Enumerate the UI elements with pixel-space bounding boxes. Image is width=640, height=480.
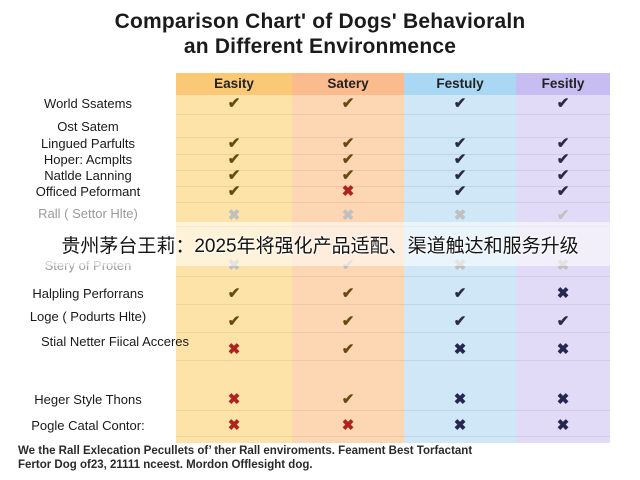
check-icon: ✔: [453, 313, 467, 330]
row-label: Natlde Lanning: [44, 168, 132, 183]
check-icon: ✔: [453, 183, 467, 200]
check-icon: ✔: [556, 151, 570, 168]
check-icon: ✔: [556, 135, 570, 152]
footnote-line1: We the Rall Exlecation Pecullets of’ the…: [18, 445, 473, 457]
check-icon: ✔: [556, 95, 570, 112]
row-divider: [176, 332, 610, 333]
footnote-line2: Fertor Dog of23, 21111 nceest. Mordon Of…: [18, 459, 313, 471]
check-icon: ✔: [227, 183, 241, 200]
cross-icon: ✖: [227, 391, 241, 408]
check-icon: ✔: [453, 285, 467, 302]
check-icon: ✔: [227, 151, 241, 168]
check-icon: ✔: [453, 167, 467, 184]
row-label: Lingued Parfults: [41, 136, 135, 151]
check-icon: ✔: [341, 285, 355, 302]
column-header-2: Satery: [292, 73, 404, 95]
cross-icon: ✖: [453, 391, 467, 408]
check-icon: ✔: [227, 285, 241, 302]
chart-title-line1: Comparison Chart' of Dogs' Behavioraln: [114, 10, 526, 33]
row-label: Heger Style Thons: [34, 392, 142, 407]
check-icon: ✔: [227, 135, 241, 152]
row-label: Officed Peformant: [35, 184, 141, 199]
check-icon: ✔: [556, 167, 570, 184]
check-icon: ✔: [341, 313, 355, 330]
cross-icon: ✖: [341, 417, 355, 434]
cross-icon: ✖: [556, 417, 570, 434]
row-divider: [176, 186, 610, 187]
cross-icon: ✖: [556, 341, 570, 358]
row-label: Stial Netter Fiical Acceres: [40, 334, 190, 349]
cross-icon: ✖: [227, 417, 241, 434]
check-icon: ✔: [227, 95, 241, 112]
row-divider: [176, 410, 610, 411]
check-icon: ✔: [227, 313, 241, 330]
row-divider: [176, 436, 610, 437]
row-divider: [176, 137, 610, 138]
check-icon: ✔: [556, 183, 570, 200]
row-label: Rall ( Settor Hlte): [38, 206, 138, 221]
column-header-3: Festuly: [404, 73, 516, 95]
cross-icon: ✖: [227, 341, 241, 358]
cross-icon: ✖: [556, 285, 570, 302]
cross-icon: ✖: [556, 391, 570, 408]
cross-icon: ✖: [453, 207, 467, 224]
chart-title-line2: an Different Environmence: [183, 35, 457, 58]
row-divider: [176, 304, 610, 305]
check-icon: ✔: [341, 135, 355, 152]
cross-icon: ✖: [341, 183, 355, 200]
row-divider: [176, 114, 610, 115]
row-divider: [176, 360, 610, 361]
check-icon: ✔: [556, 313, 570, 330]
check-icon: ✔: [341, 167, 355, 184]
row-divider: [176, 276, 610, 277]
check-icon: ✔: [341, 391, 355, 408]
overlay-banner-text: 贵州茅台王莉：2025年将强化产品适配、渠道触达和服务升级: [61, 236, 579, 257]
cross-icon: ✖: [453, 341, 467, 358]
check-icon: ✔: [341, 95, 355, 112]
check-icon: ✔: [227, 167, 241, 184]
row-divider: [176, 154, 610, 155]
row-label: Loge ( Podurts Hlte): [29, 309, 147, 324]
row-label: Hoper: Acmplts: [43, 152, 133, 167]
cross-icon: ✖: [227, 207, 241, 224]
row-label: Pogle Catal Contor:: [31, 418, 145, 433]
column-header-4: Fesitly: [516, 73, 610, 95]
check-icon: ✔: [453, 135, 467, 152]
overlay-banner-background: [0, 222, 640, 266]
cross-icon: ✖: [341, 207, 355, 224]
cross-icon: ✖: [453, 417, 467, 434]
row-label: Ost Satem: [57, 119, 119, 134]
row-divider: [176, 202, 610, 203]
check-icon: ✔: [341, 151, 355, 168]
row-divider: [176, 170, 610, 171]
check-icon: ✔: [341, 341, 355, 358]
check-icon: ✔: [556, 207, 570, 224]
check-icon: ✔: [453, 95, 467, 112]
column-header-1: Easity: [176, 73, 292, 95]
row-label: Halpling Perforrans: [32, 286, 144, 301]
check-icon: ✔: [453, 151, 467, 168]
row-label: World Ssatems: [44, 96, 132, 111]
